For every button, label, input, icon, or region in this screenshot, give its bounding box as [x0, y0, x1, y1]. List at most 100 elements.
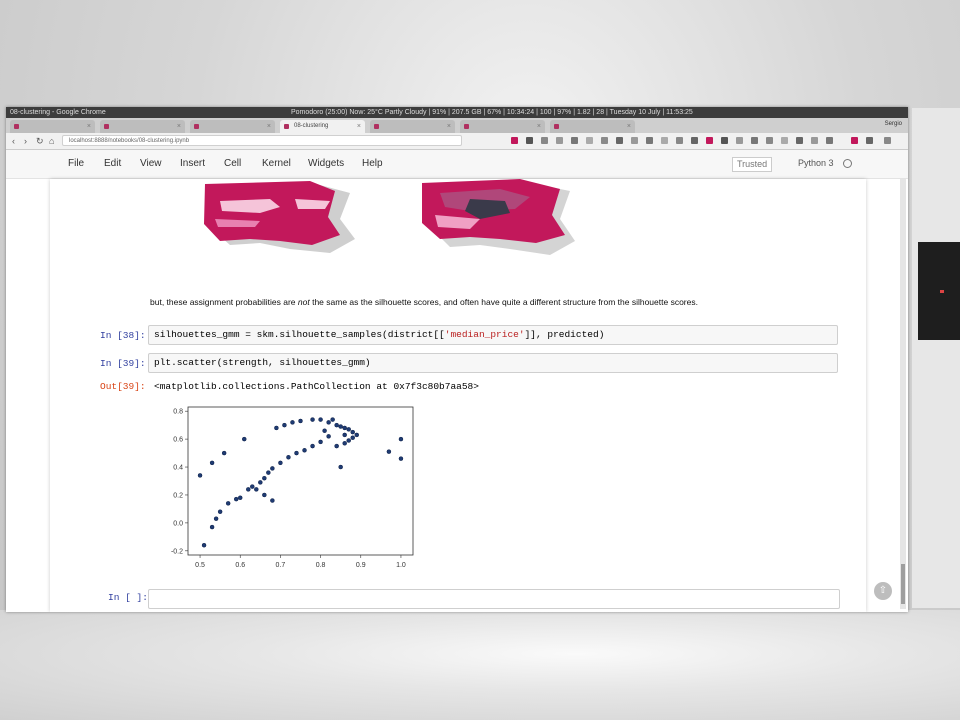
scatter-point	[334, 422, 339, 428]
scatter-point	[274, 425, 279, 431]
extension-icon[interactable]	[706, 137, 713, 144]
extension-icon[interactable]	[511, 137, 518, 144]
x-tick-label: 0.8	[316, 562, 326, 569]
extension-icon[interactable]	[556, 137, 563, 144]
home-icon[interactable]: ⌂	[49, 136, 55, 146]
extension-icon[interactable]	[811, 137, 818, 144]
y-tick-label: -0.2	[171, 548, 183, 555]
x-tick-label: 1.0	[396, 562, 406, 569]
extension-icon[interactable]	[691, 137, 698, 144]
map-image-left	[204, 181, 355, 253]
menu-cell[interactable]: Cell	[224, 158, 242, 169]
extension-icon[interactable]	[826, 137, 833, 144]
code-text: silhouettes_gmm = skm.silhouette_samples…	[154, 329, 445, 340]
menu-insert[interactable]: Insert	[180, 158, 206, 169]
extension-icon[interactable]	[616, 137, 623, 144]
extension-icon[interactable]	[866, 137, 873, 144]
x-tick-label: 0.5	[195, 562, 205, 569]
close-icon[interactable]: ×	[356, 123, 361, 130]
code-cell-38[interactable]: silhouettes_gmm = skm.silhouette_samples…	[148, 325, 838, 345]
extension-icon[interactable]	[781, 137, 788, 144]
scatter-point	[350, 429, 355, 435]
scatter-point	[286, 455, 291, 460]
extension-icon[interactable]	[661, 137, 668, 144]
scatter-point	[350, 435, 355, 440]
extension-icon[interactable]	[631, 137, 638, 144]
tab-favicon-icon	[284, 124, 289, 129]
extension-icon[interactable]	[571, 137, 578, 144]
scatter-point	[354, 432, 359, 438]
scatter-point	[338, 424, 343, 429]
menu-widgets[interactable]: Widgets	[308, 158, 345, 169]
close-icon[interactable]: ×	[86, 123, 91, 130]
md-text-prefix: but, these assignment probabilities are	[150, 297, 298, 307]
browser-tab[interactable]: ×	[460, 120, 545, 133]
tab-favicon-icon	[374, 124, 379, 129]
extension-icon[interactable]	[646, 137, 653, 144]
browser-tab-active[interactable]: 08-clustering ×	[280, 120, 365, 133]
extension-icon[interactable]	[751, 137, 758, 144]
scatter-point	[326, 434, 331, 439]
reload-icon[interactable]: ↻	[36, 136, 44, 146]
arrow-up-icon[interactable]: ⇧	[874, 582, 892, 600]
output-text: <matplotlib.collections.PathCollection a…	[154, 381, 479, 392]
scatter-point	[310, 443, 315, 449]
close-icon[interactable]: ×	[626, 123, 631, 130]
scatter-point	[254, 487, 259, 492]
extension-icon[interactable]	[796, 137, 803, 144]
menu-edit[interactable]: Edit	[104, 158, 122, 169]
scatter-point	[338, 464, 343, 470]
window-title: 08-clustering - Google Chrome	[10, 109, 106, 116]
x-tick-label: 0.6	[235, 562, 245, 569]
scatter-point	[334, 443, 339, 449]
back-icon[interactable]: ‹	[12, 136, 15, 146]
browser-tab[interactable]: ×	[10, 120, 95, 133]
menu-view[interactable]: View	[140, 158, 162, 169]
plot-frame	[187, 406, 414, 556]
trusted-indicator[interactable]: Trusted	[732, 157, 773, 172]
close-icon[interactable]: ×	[176, 123, 181, 130]
extension-icon[interactable]	[766, 137, 773, 144]
code-cell-39[interactable]: plt.scatter(strength, silhouettes_gmm)	[148, 353, 838, 373]
y-tick-label: 0.6	[173, 437, 183, 444]
extension-icon[interactable]	[676, 137, 683, 144]
browser-tab[interactable]: ×	[190, 120, 275, 133]
browser-tab[interactable]: ×	[100, 120, 185, 133]
url-input[interactable]: localhost:8888/notebooks/08-clustering.i…	[62, 135, 462, 146]
scatter-point	[282, 422, 287, 428]
empty-code-cell[interactable]	[148, 589, 840, 609]
side-dark-panel	[918, 242, 960, 340]
close-icon[interactable]: ×	[266, 123, 271, 130]
notebook-menubar: File Edit View Insert Cell Kernel Widget…	[6, 150, 908, 179]
extension-icon[interactable]	[721, 137, 728, 144]
forward-icon[interactable]: ›	[24, 136, 27, 146]
desktop-background-bottom	[0, 610, 960, 720]
pomodoro-status: Pomodoro (25:00)	[291, 109, 348, 116]
menu-help[interactable]: Help	[362, 158, 383, 169]
adjacent-window	[912, 108, 960, 608]
profile-name[interactable]: Sergio	[884, 121, 902, 127]
scatter-point	[290, 420, 295, 425]
scatter-point	[225, 501, 231, 506]
extension-icon[interactable]	[541, 137, 548, 144]
extension-icon[interactable]	[601, 137, 608, 144]
close-icon[interactable]: ×	[536, 123, 541, 130]
close-icon[interactable]: ×	[446, 123, 451, 130]
scatter-point	[266, 470, 271, 475]
scatter-point	[302, 448, 307, 453]
scatter-point	[209, 460, 215, 466]
extension-icon[interactable]	[851, 137, 858, 144]
menu-icon[interactable]	[884, 137, 891, 144]
scrollbar-thumb[interactable]	[901, 564, 905, 604]
browser-tab[interactable]: ×	[550, 120, 635, 133]
extension-icon[interactable]	[526, 137, 533, 144]
extension-icon[interactable]	[586, 137, 593, 144]
scatter-point	[217, 509, 223, 514]
scrollbar[interactable]	[900, 179, 906, 609]
notebook-container: but, these assignment probabilities are …	[50, 179, 866, 612]
menu-kernel[interactable]: Kernel	[262, 158, 291, 169]
menu-file[interactable]: File	[68, 158, 85, 169]
os-status-bar: 08-clustering - Google Chrome Pomodoro (…	[6, 107, 908, 118]
extension-icon[interactable]	[736, 137, 743, 144]
browser-tab[interactable]: ×	[370, 120, 455, 133]
